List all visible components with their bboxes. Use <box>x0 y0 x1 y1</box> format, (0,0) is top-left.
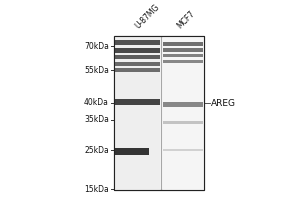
Text: 40kDa: 40kDa <box>84 98 109 107</box>
Bar <box>114 36 204 190</box>
Bar <box>163 121 203 124</box>
Bar <box>115 55 160 59</box>
Bar <box>115 68 160 72</box>
Bar <box>115 48 160 53</box>
Text: 70kDa: 70kDa <box>84 42 109 51</box>
Text: MCF7: MCF7 <box>176 9 197 30</box>
Text: AREG: AREG <box>211 99 236 108</box>
Bar <box>163 36 204 190</box>
Bar <box>115 62 160 66</box>
Bar <box>163 102 203 107</box>
Text: U-87MG: U-87MG <box>134 2 161 30</box>
Text: 35kDa: 35kDa <box>84 115 109 124</box>
Text: 25kDa: 25kDa <box>84 146 109 155</box>
Bar <box>163 60 203 63</box>
Bar <box>163 149 203 151</box>
Bar <box>163 42 203 46</box>
Bar <box>114 36 160 190</box>
Bar <box>114 36 204 190</box>
Text: 55kDa: 55kDa <box>84 66 109 75</box>
Text: 15kDa: 15kDa <box>84 185 109 194</box>
Bar <box>115 40 160 45</box>
Bar <box>115 99 160 105</box>
Bar <box>115 148 148 155</box>
Bar <box>163 54 203 57</box>
Bar <box>163 48 203 52</box>
